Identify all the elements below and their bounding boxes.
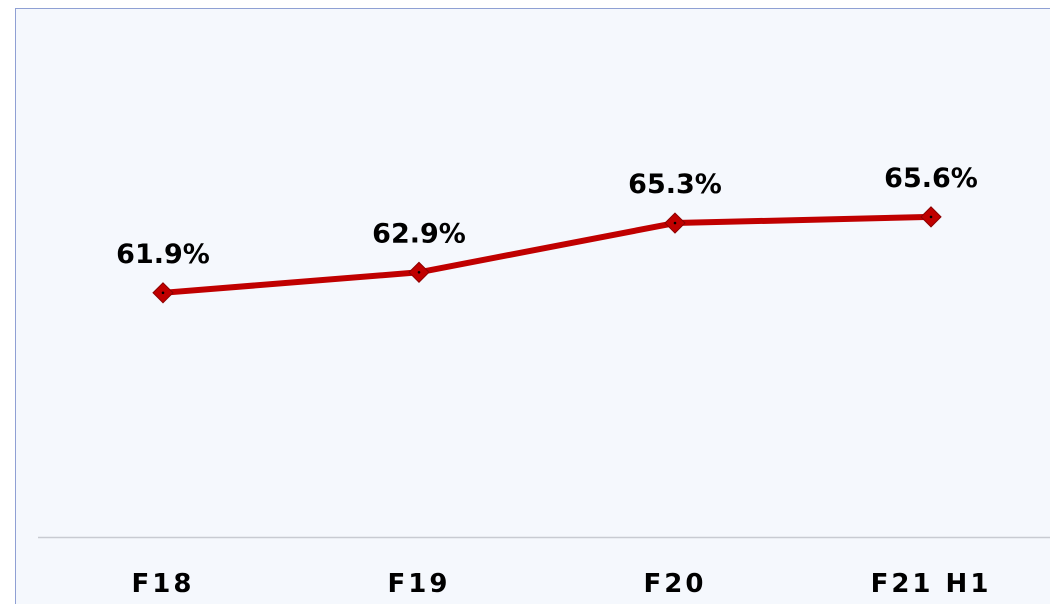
marker-dot	[417, 270, 421, 274]
marker-dot	[929, 215, 933, 219]
x-tick-label: F21 H1	[871, 569, 992, 599]
data-label: 65.6%	[884, 163, 978, 194]
chart-frame	[15, 8, 1050, 604]
data-label: 61.9%	[116, 239, 210, 270]
data-label: 62.9%	[372, 218, 466, 249]
marker-dot	[161, 291, 165, 295]
line	[162, 213, 932, 296]
data-label: 65.3%	[628, 169, 722, 200]
marker-dot	[673, 221, 677, 225]
x-tick-label: F20	[644, 569, 707, 599]
x-tick-label: F19	[388, 569, 451, 599]
x-tick-label: F18	[132, 569, 195, 599]
